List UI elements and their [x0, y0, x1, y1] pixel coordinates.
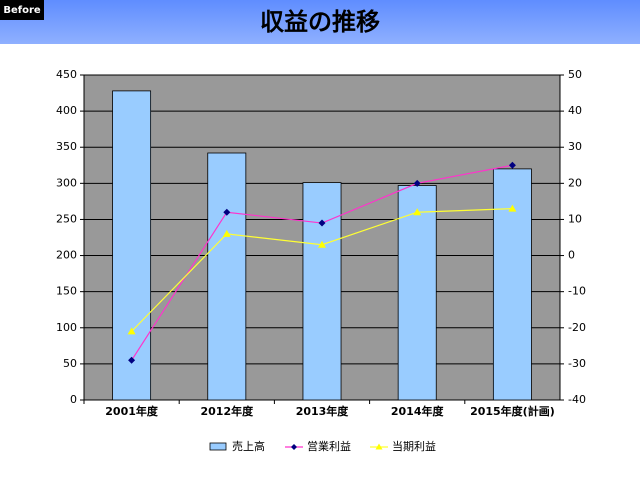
y2-tick-label: 30: [568, 140, 582, 153]
x-tick-label: 2012年度: [200, 404, 254, 418]
marker: [318, 219, 326, 227]
x-tick-label: 2015年度(計画): [470, 404, 555, 418]
legend-marker: [291, 444, 297, 450]
x-tick-label: 2013年度: [296, 404, 350, 418]
legend-marker: [375, 443, 383, 450]
y2-tick-label: 40: [568, 104, 582, 117]
y2-tick-label: -30: [568, 357, 586, 370]
y-tick-label: 0: [70, 393, 77, 406]
y-tick-label: 250: [56, 212, 77, 225]
marker: [413, 179, 421, 187]
badge-box: [0, 0, 44, 20]
y2-tick-label: 0: [568, 249, 575, 262]
header-band: [0, 0, 640, 44]
y-tick-label: 100: [56, 321, 77, 334]
legend-label: 売上高: [232, 439, 265, 453]
y2-tick-label: -20: [568, 321, 586, 334]
y2-tick-label: 10: [568, 212, 582, 225]
legend-swatch: [209, 442, 227, 451]
y2-tick-label: -40: [568, 393, 586, 406]
bar: [302, 182, 342, 401]
y-tick-label: 150: [56, 285, 77, 298]
y-tick-label: 400: [56, 104, 77, 117]
y-tick-label: 350: [56, 140, 77, 153]
marker: [127, 327, 136, 335]
bar: [397, 185, 437, 401]
marker: [508, 161, 516, 169]
marker: [413, 208, 422, 216]
y2-tick-label: -10: [568, 285, 586, 298]
marker: [318, 240, 326, 248]
y-tick-label: 300: [56, 176, 77, 189]
badge: Before: [3, 5, 41, 16]
legend-label: 当期利益: [392, 439, 436, 453]
legend-label: 営業利益: [307, 439, 351, 453]
chart-title: 収益の推移: [260, 8, 380, 36]
y2-tick-label: 20: [568, 176, 582, 189]
x-tick-label: 2001年度: [105, 404, 159, 418]
bar: [112, 90, 152, 401]
bar: [207, 152, 247, 401]
marker: [508, 204, 517, 212]
y2-tick-label: 50: [568, 68, 582, 81]
y-tick-label: 200: [56, 249, 77, 262]
x-tick-label: 2014年度: [391, 404, 445, 418]
marker: [223, 208, 231, 216]
y-tick-label: 450: [56, 68, 77, 81]
y-tick-label: 50: [63, 357, 77, 370]
marker: [222, 229, 231, 237]
bar: [492, 168, 532, 401]
marker: [128, 356, 136, 364]
